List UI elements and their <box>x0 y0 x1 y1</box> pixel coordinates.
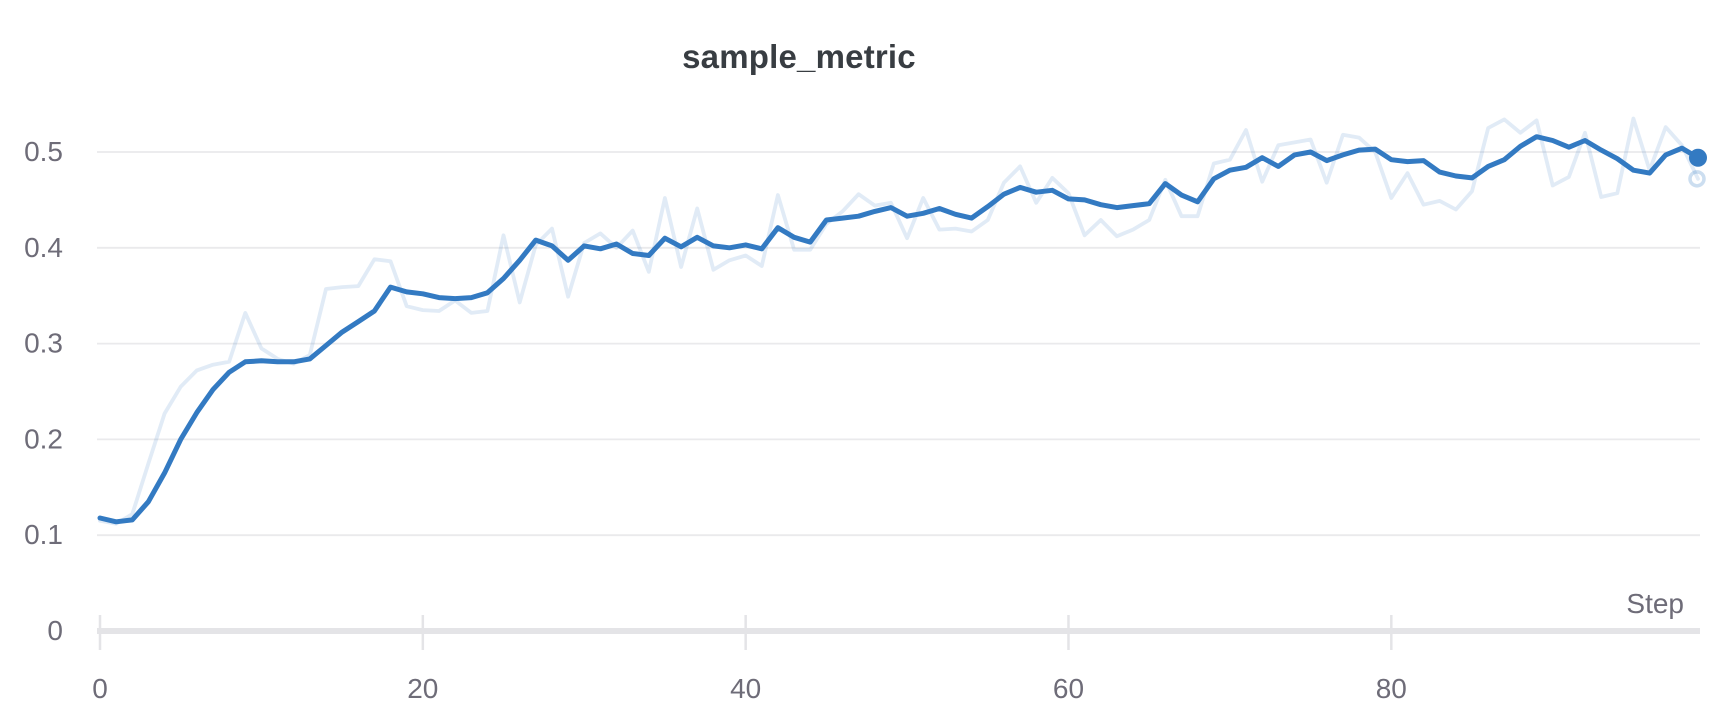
x-tick-label: 20 <box>407 673 438 704</box>
y-tick-label: 0.5 <box>24 136 63 167</box>
y-tick-label: 0.1 <box>24 519 63 550</box>
x-axis-label: Step <box>1626 588 1684 619</box>
chart-title: sample_metric <box>682 38 916 75</box>
y-tick-label: 0 <box>47 615 63 646</box>
x-tick-label: 0 <box>92 673 108 704</box>
x-tick-label: 80 <box>1376 673 1407 704</box>
y-tick-label: 0.4 <box>24 232 63 263</box>
y-tick-label: 0.2 <box>24 423 63 454</box>
y-tick-label: 0.3 <box>24 328 63 359</box>
smoothed-metric-line <box>97 134 1701 525</box>
x-tick-label: 40 <box>730 673 761 704</box>
series-end-dot-faded <box>1688 170 1706 188</box>
x-tick-label: 60 <box>1053 673 1084 704</box>
series-end-dot <box>1688 148 1707 167</box>
raw-metric-line <box>98 116 1700 526</box>
